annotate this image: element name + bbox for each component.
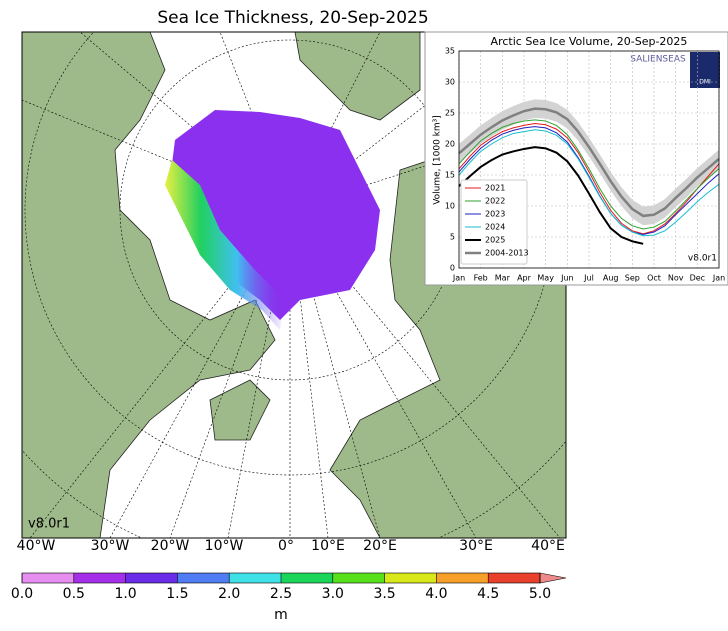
colorbar-tick-label: 2.0 [218, 586, 240, 602]
legend-label: 2022 [485, 197, 505, 206]
colorbar-tick-label: 0.0 [11, 586, 33, 602]
colorbar-bin [436, 573, 489, 583]
y-tick-label: 10 [445, 202, 455, 211]
map-version: v8.0r1 [28, 517, 70, 532]
colorbar-tick-label: 0.5 [63, 586, 85, 602]
lon-label: 20°W [151, 538, 190, 554]
y-tick-label: 15 [445, 171, 455, 180]
colorbar-bin [125, 573, 178, 583]
lon-label: 40°E [531, 538, 565, 554]
y-tick-label: 30 [445, 78, 455, 87]
logo-badge-text: DMI [699, 79, 711, 86]
x-tick-label: Jul [583, 274, 594, 283]
series-line [458, 126, 720, 236]
colorbar-tick-label: 5.0 [529, 586, 551, 602]
colorbar-tick-label: 3.5 [373, 586, 395, 602]
colorbar-bin [384, 573, 437, 583]
longitude-labels: 40°W 30°W 20°W 10°W 0° 10°E 20°E 30°E 40… [17, 538, 565, 554]
series-line [458, 119, 720, 230]
lon-label: 0° [278, 538, 294, 554]
lon-label: 40°W [17, 538, 56, 554]
series-line [458, 107, 720, 218]
series-line [458, 123, 720, 235]
x-tick-label: Feb [474, 274, 488, 283]
colorbar-tick-label: 1.0 [114, 586, 136, 602]
x-tick-label: Jun [560, 274, 574, 283]
lon-label: 30°E [459, 538, 493, 554]
lon-label: 10°W [205, 538, 244, 554]
series-line [458, 129, 720, 237]
x-tick-label: Apr [517, 274, 532, 283]
lon-label: 30°W [91, 538, 130, 554]
colorbar-tick-label: 2.5 [270, 586, 292, 602]
logo-text: SALIENSEAS [630, 55, 686, 65]
colorbar-tick-label: 4.0 [425, 586, 447, 602]
colorbar-bin [177, 573, 230, 583]
x-tick-label: May [537, 274, 554, 283]
inset-title: Arctic Sea Ice Volume, 20-Sep-2025 [491, 35, 688, 48]
x-tick-label: Jan [712, 274, 725, 283]
lon-label: 10°E [311, 538, 345, 554]
x-tick-label: Mar [495, 274, 511, 283]
y-axis-label: Volume, [1000 km³] [433, 115, 443, 205]
x-tick-label: Aug [603, 274, 619, 283]
colorbar-bin [488, 573, 540, 583]
colorbar-bin [22, 573, 74, 583]
colorbar: 0.0 0.5 1.0 1.5 2.0 2.5 3.0 3.5 4.0 4.5 5.0 [11, 572, 567, 602]
x-tick-label: Jan [452, 274, 465, 283]
legend-label: 2004-2013 [485, 249, 529, 258]
colorbar-bin [281, 573, 333, 583]
map-title: Sea Ice Thickness, 20-Sep-2025 [157, 8, 428, 28]
legend-label: 2025 [485, 236, 505, 245]
x-tick-label: Nov [668, 274, 684, 283]
series-line [458, 146, 644, 245]
colorbar-bin [332, 573, 385, 583]
colorbar-tick-label: 4.5 [477, 586, 499, 602]
inset-version: v8.0r1 [688, 254, 717, 264]
legend-label: 2021 [485, 184, 505, 193]
land-siberia [294, 32, 421, 121]
y-tick-label: 20 [445, 140, 455, 149]
y-tick-label: 0 [450, 264, 455, 273]
legend-label: 2024 [485, 223, 505, 232]
land-canada-greenland [22, 32, 276, 538]
colorbar-tick-label: 1.5 [166, 586, 188, 602]
x-tick-label: Oct [647, 274, 661, 283]
plot-frame [458, 50, 720, 269]
ice-thick [165, 160, 285, 330]
y-tick-label: 25 [445, 109, 455, 118]
x-tick-label: Sep [625, 274, 640, 283]
colorbar-bin [229, 573, 281, 583]
colorbar-label: m [274, 607, 288, 623]
y-tick-label: 35 [445, 47, 455, 56]
colorbar-tick-label: 3.0 [322, 586, 344, 602]
colorbar-extend [539, 572, 567, 584]
legend-label: 2023 [485, 210, 505, 219]
y-tick-label: 5 [450, 233, 455, 242]
colorbar-bin [73, 573, 126, 583]
lon-label: 20°E [363, 538, 397, 554]
x-tick-label: Dec [690, 274, 705, 283]
